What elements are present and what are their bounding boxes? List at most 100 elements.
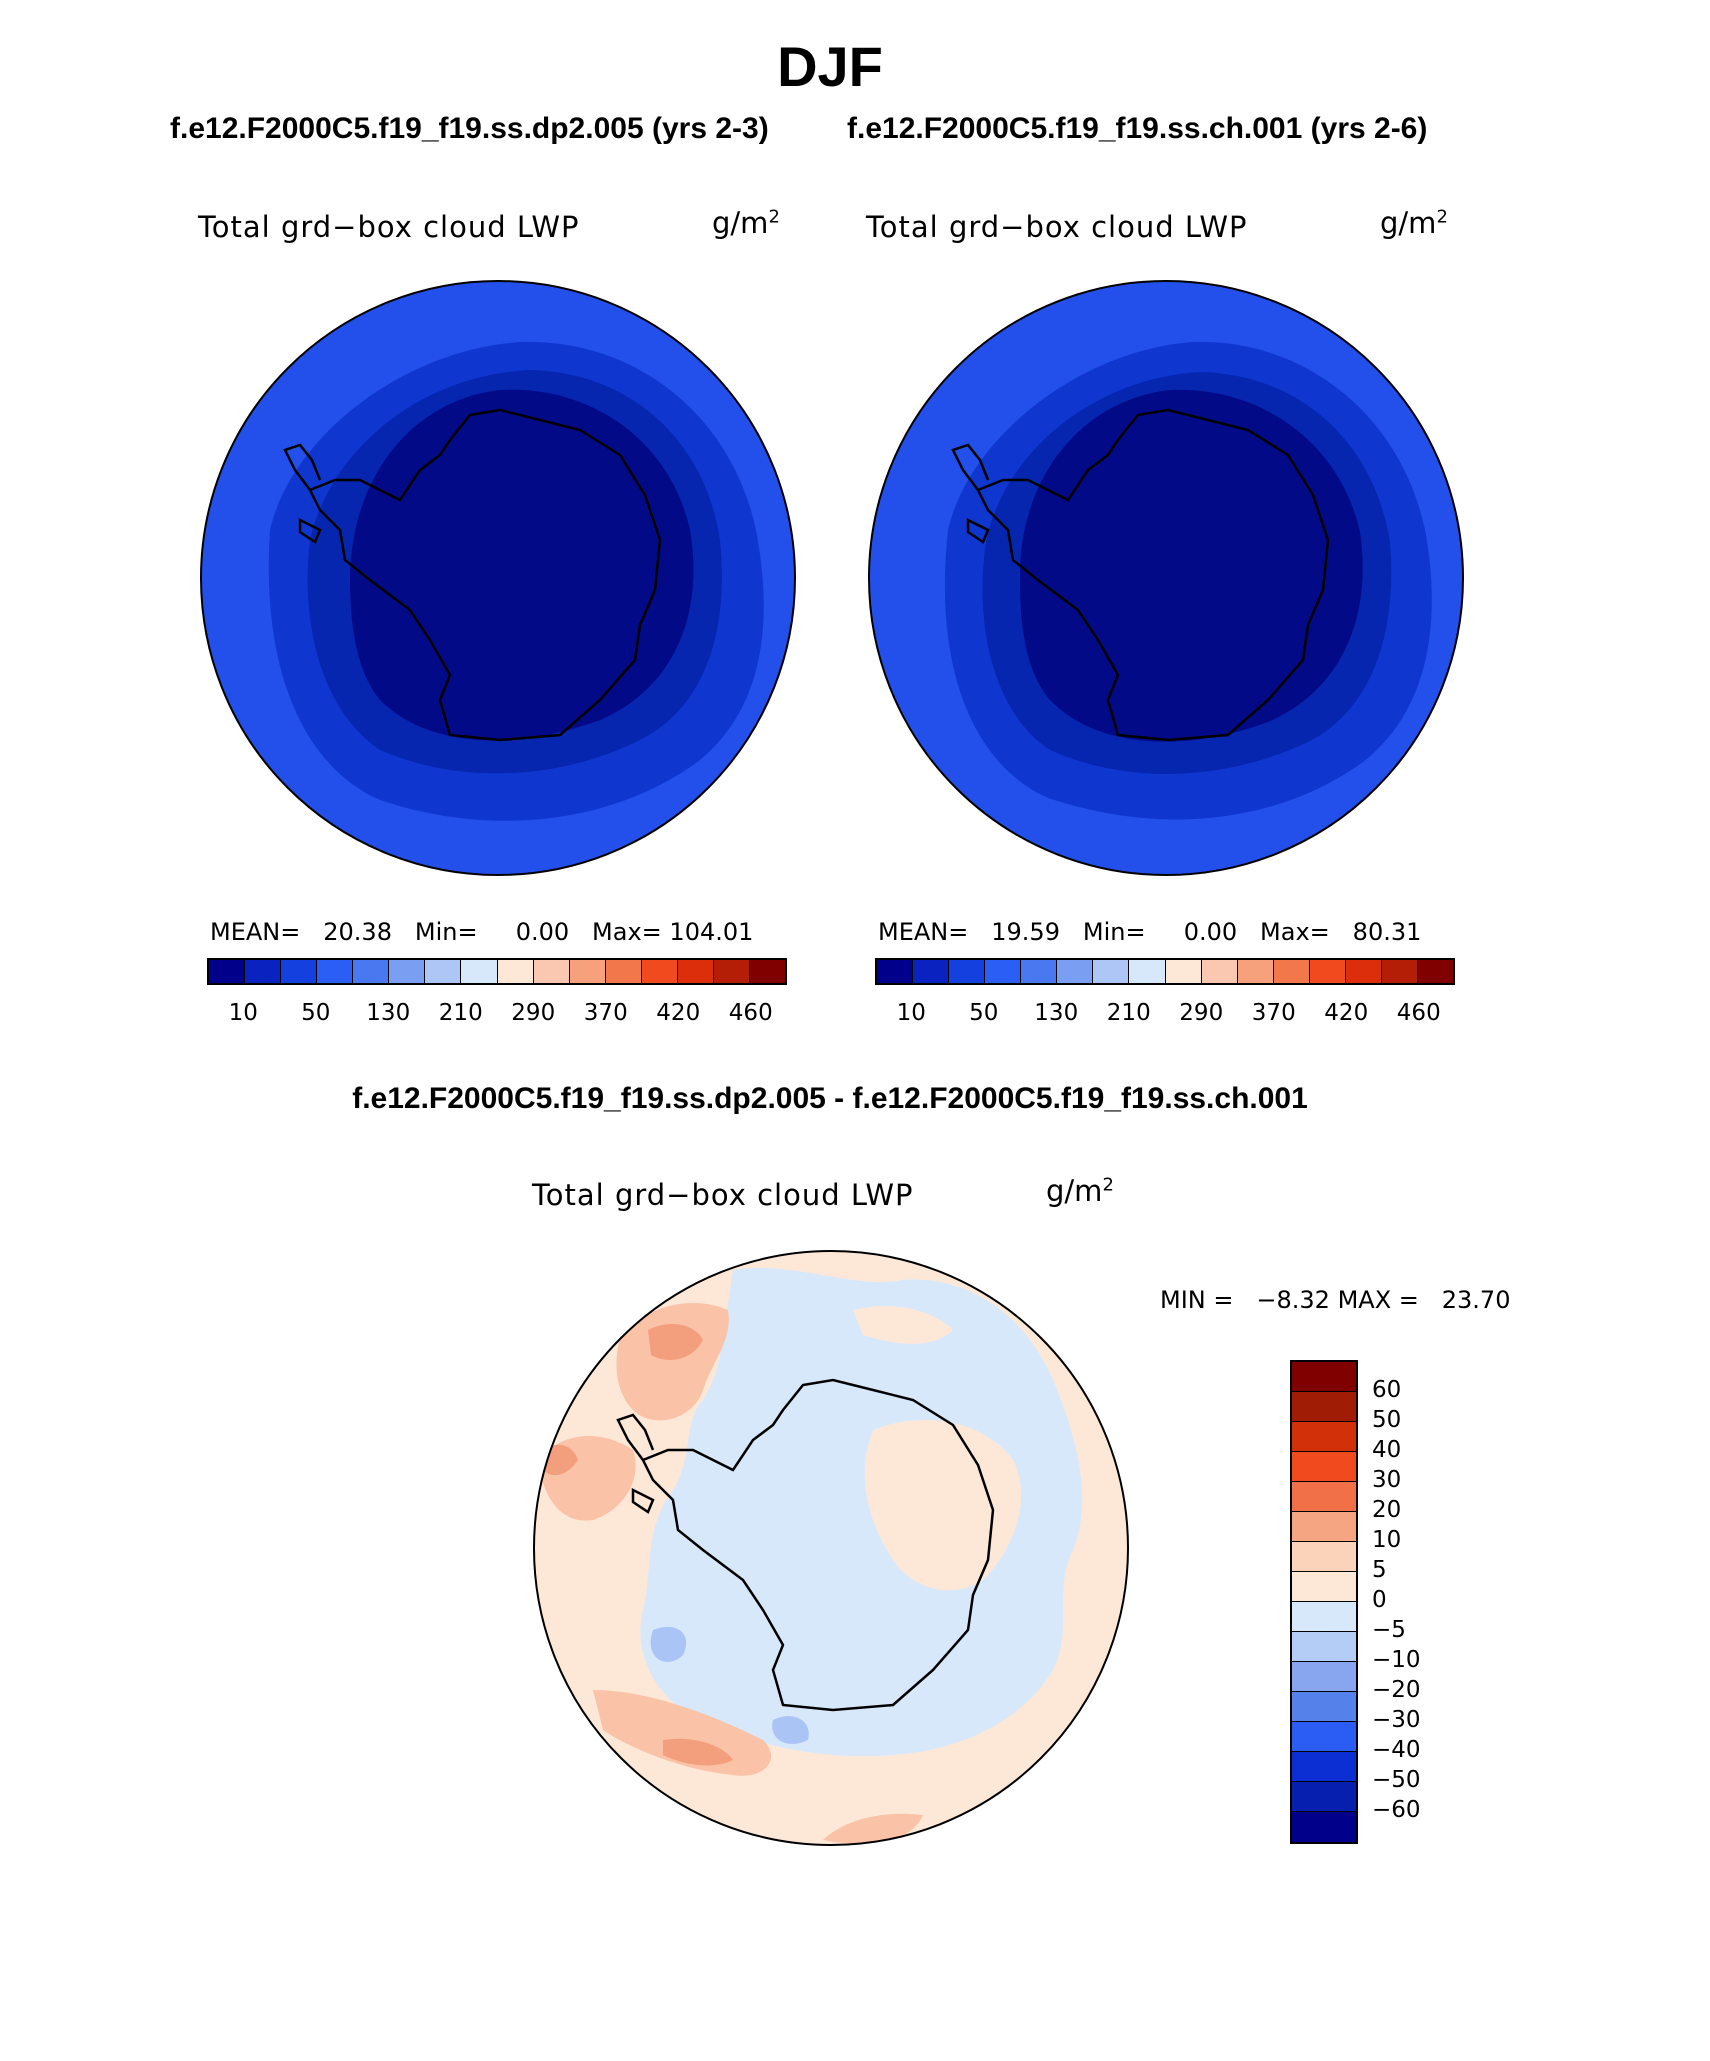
- antarctica-coastline: [976, 408, 1330, 742]
- panel3-stats: MIN = −8.32 MAX = 23.70: [1160, 1286, 1511, 1314]
- colorbar-swatch: [949, 960, 986, 983]
- inner-region: [350, 389, 694, 741]
- colorbar-swatch: [1292, 1542, 1356, 1572]
- positive-region-east: [864, 1420, 1022, 1591]
- colorbar-tick-label: −5: [1372, 1617, 1406, 1643]
- colorbar-swatch: [1129, 960, 1166, 983]
- difference-colorbar: [1290, 1360, 1358, 1844]
- peninsula-coastline: [283, 443, 322, 544]
- panel1-field-label: Total grd−box cloud LWP: [198, 210, 580, 244]
- strong-positive-sw: [663, 1738, 733, 1766]
- colorbar-tick-label: 290: [511, 1000, 556, 1026]
- colorbar-swatch: [533, 960, 570, 983]
- panel2-colorbar-ticks: 10 50 130 210 290 370 420 460: [875, 1000, 1455, 1030]
- colorbar-tick-label: 210: [438, 1000, 483, 1026]
- colorbar-tick-label: 60: [1372, 1377, 1402, 1403]
- colorbar-tick-label: 370: [583, 1000, 628, 1026]
- positive-region-south: [823, 1813, 923, 1844]
- colorbar-tick-label: 130: [366, 1000, 411, 1026]
- colorbar-tick-label: 50: [301, 1000, 331, 1026]
- difference-colorbar-ticks: 60 50 40 30 20 10 5 0 −5 −10 −20 −30 −40 −50 −60: [1372, 1360, 1452, 1840]
- colorbar-tick-label: 50: [1372, 1407, 1402, 1433]
- colorbar-swatch: [749, 960, 785, 983]
- colorbar-swatch: [1292, 1662, 1356, 1692]
- negative-patch-sw: [650, 1626, 687, 1662]
- colorbar-tick-label: 0: [1372, 1587, 1387, 1613]
- colorbar-swatch: [1201, 960, 1238, 983]
- panel2-units: g/m2: [1380, 206, 1448, 240]
- negative-patch-s: [772, 1716, 809, 1744]
- colorbar-swatch: [985, 960, 1022, 983]
- colorbar-swatch: [1292, 1392, 1356, 1422]
- colorbar-swatch: [497, 960, 534, 983]
- panel3-units: g/m2: [1046, 1174, 1114, 1208]
- colorbar-swatch: [1292, 1572, 1356, 1602]
- colorbar-swatch: [1345, 960, 1382, 983]
- colorbar-tick-label: −40: [1372, 1737, 1421, 1763]
- positive-region-northwest: [616, 1302, 729, 1421]
- colorbar-swatch: [1292, 1602, 1356, 1632]
- colorbar-swatch: [1417, 960, 1453, 983]
- colorbar-swatch: [389, 960, 426, 983]
- colorbar-swatch: [1292, 1632, 1356, 1662]
- colorbar-swatch: [1292, 1692, 1356, 1722]
- colorbar-swatch: [281, 960, 318, 983]
- colorbar-tick-label: 10: [896, 1000, 926, 1026]
- colorbar-tick-label: 130: [1034, 1000, 1079, 1026]
- colorbar-tick-label: 40: [1372, 1437, 1402, 1463]
- colorbar-swatch: [641, 960, 678, 983]
- colorbar-swatch: [209, 960, 246, 983]
- colorbar-swatch: [1273, 960, 1310, 983]
- figure-title: DJF: [777, 35, 883, 98]
- panel2-map: [868, 280, 1464, 876]
- colorbar-swatch: [1021, 960, 1058, 983]
- colorbar-swatch: [713, 960, 750, 983]
- colorbar-tick-label: −60: [1372, 1797, 1421, 1823]
- colorbar-swatch: [605, 960, 642, 983]
- colorbar-tick-label: 5: [1372, 1557, 1387, 1583]
- colorbar-swatch: [1093, 960, 1130, 983]
- colorbar-swatch: [353, 960, 390, 983]
- colorbar-tick-label: 420: [656, 1000, 701, 1026]
- left-case-title: f.e12.F2000C5.f19_f19.ss.dp2.005 (yrs 2-…: [170, 112, 769, 145]
- colorbar-swatch: [1292, 1422, 1356, 1452]
- colorbar-swatch: [461, 960, 498, 983]
- colorbar-swatch: [1292, 1812, 1356, 1842]
- panel1-units: g/m2: [712, 206, 780, 240]
- peninsula-coastline: [951, 443, 990, 544]
- colorbar-swatch: [569, 960, 606, 983]
- panel1-colorbar-ticks: 10 50 130 210 290 370 420 460: [207, 1000, 787, 1030]
- colorbar-swatch: [1292, 1752, 1356, 1782]
- positive-region-north: [853, 1306, 953, 1344]
- panel1-map: [200, 280, 796, 876]
- colorbar-tick-label: 20: [1372, 1497, 1402, 1523]
- colorbar-swatch: [1292, 1782, 1356, 1812]
- antarctica-coastline: [641, 1378, 995, 1712]
- colorbar-swatch: [245, 960, 282, 983]
- colorbar-tick-label: 50: [969, 1000, 999, 1026]
- strong-positive-nw: [648, 1324, 703, 1360]
- colorbar-swatch: [1381, 960, 1418, 983]
- colorbar-tick-label: −20: [1372, 1677, 1421, 1703]
- colorbar-swatch: [677, 960, 714, 983]
- colorbar-swatch: [425, 960, 462, 983]
- panel3-field-label: Total grd−box cloud LWP: [532, 1178, 914, 1212]
- difference-title: f.e12.F2000C5.f19_f19.ss.dp2.005 - f.e12…: [352, 1082, 1308, 1115]
- antarctica-coastline: [308, 408, 662, 742]
- colorbar-tick-label: 460: [1396, 1000, 1441, 1026]
- strong-positive-w: [543, 1444, 578, 1476]
- colorbar-swatch: [1057, 960, 1094, 983]
- colorbar-tick-label: 210: [1106, 1000, 1151, 1026]
- colorbar-swatch: [317, 960, 354, 983]
- colorbar-tick-label: −10: [1372, 1647, 1421, 1673]
- difference-map: [533, 1250, 1129, 1846]
- peninsula-coastline: [616, 1413, 655, 1514]
- colorbar-tick-label: 290: [1179, 1000, 1224, 1026]
- colorbar-swatch: [1165, 960, 1202, 983]
- colorbar-swatch: [1309, 960, 1346, 983]
- colorbar-tick-label: 10: [1372, 1527, 1402, 1553]
- colorbar-swatch: [1292, 1452, 1356, 1482]
- colorbar-swatch: [1292, 1512, 1356, 1542]
- colorbar-tick-label: 10: [228, 1000, 258, 1026]
- colorbar-tick-label: −30: [1372, 1707, 1421, 1733]
